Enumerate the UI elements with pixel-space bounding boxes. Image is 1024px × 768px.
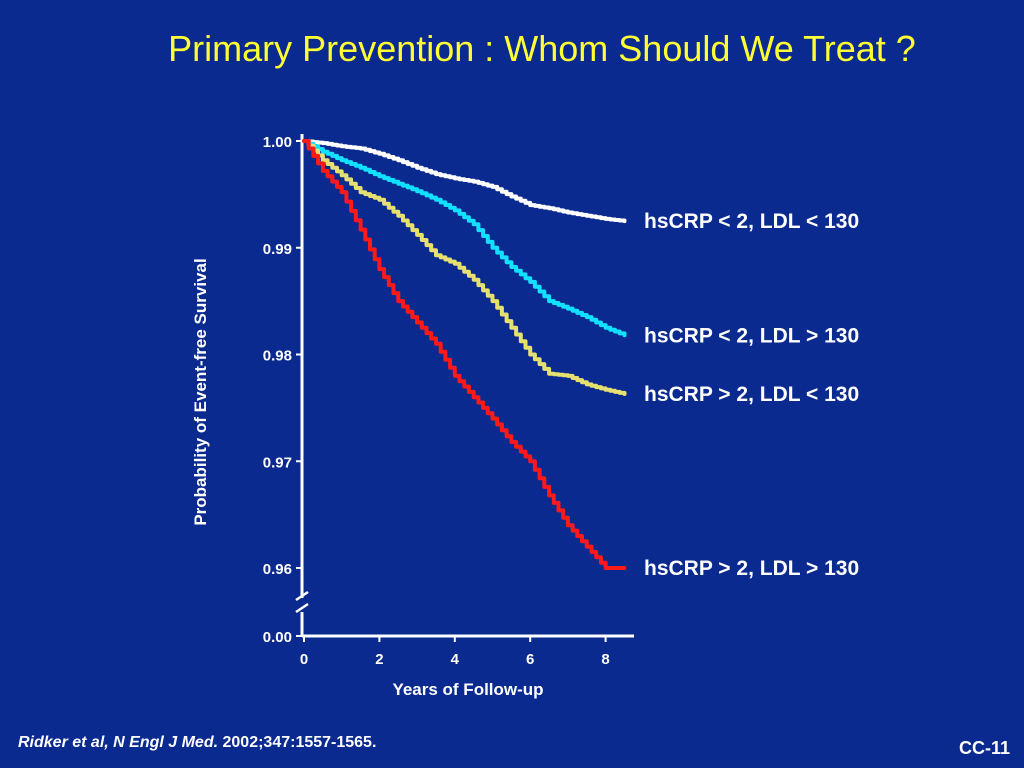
x-axis-title: Years of Follow-up xyxy=(392,680,543,699)
slide-title: Primary Prevention : Whom Should We Trea… xyxy=(168,28,916,69)
series-label: hsCRP < 2, LDL < 130 xyxy=(644,210,859,233)
x-tick-label: 2 xyxy=(375,651,383,668)
y-tick-label: 0.97 xyxy=(263,454,292,471)
slide-number: CC-11 xyxy=(958,738,1010,758)
citation-authors: Ridker et al, N Engl J Med. xyxy=(18,734,219,751)
y-tick-label: 0.99 xyxy=(263,241,292,258)
series-line xyxy=(302,139,627,338)
y-tick-label: 0.00 xyxy=(263,629,292,646)
y-axis-break-mark xyxy=(295,602,309,614)
series-line xyxy=(302,139,627,224)
chart-labels: 1.00 0.99 0.98 0.97 0.96 0.00 0 2 4 6 8 Years of Fo… xyxy=(191,134,859,699)
x-tick-label: 8 xyxy=(601,651,609,668)
chart-curves xyxy=(302,139,627,570)
y-tick-label: 1.00 xyxy=(263,134,292,151)
citation-reference: 2002;347:1557-1565. xyxy=(218,734,377,751)
chart-axes xyxy=(295,134,634,642)
series-label: hsCRP < 2, LDL > 130 xyxy=(644,324,859,347)
series-line xyxy=(302,139,627,570)
x-tick-label: 0 xyxy=(300,651,308,668)
citation: Ridker et al, N Engl J Med. 2002;347:155… xyxy=(18,734,376,752)
y-tick-label: 0.98 xyxy=(263,348,292,365)
y-axis-break-mark xyxy=(295,590,309,602)
x-tick-label: 4 xyxy=(451,651,460,668)
x-tick-label: 6 xyxy=(526,651,534,668)
y-axis-title: Probability of Event-free Survival xyxy=(191,258,210,525)
series-line xyxy=(302,139,627,396)
y-tick-label: 0.96 xyxy=(263,561,292,578)
series-label: hsCRP > 2, LDL < 130 xyxy=(644,383,859,406)
series-label: hsCRP > 2, LDL > 130 xyxy=(644,557,859,580)
